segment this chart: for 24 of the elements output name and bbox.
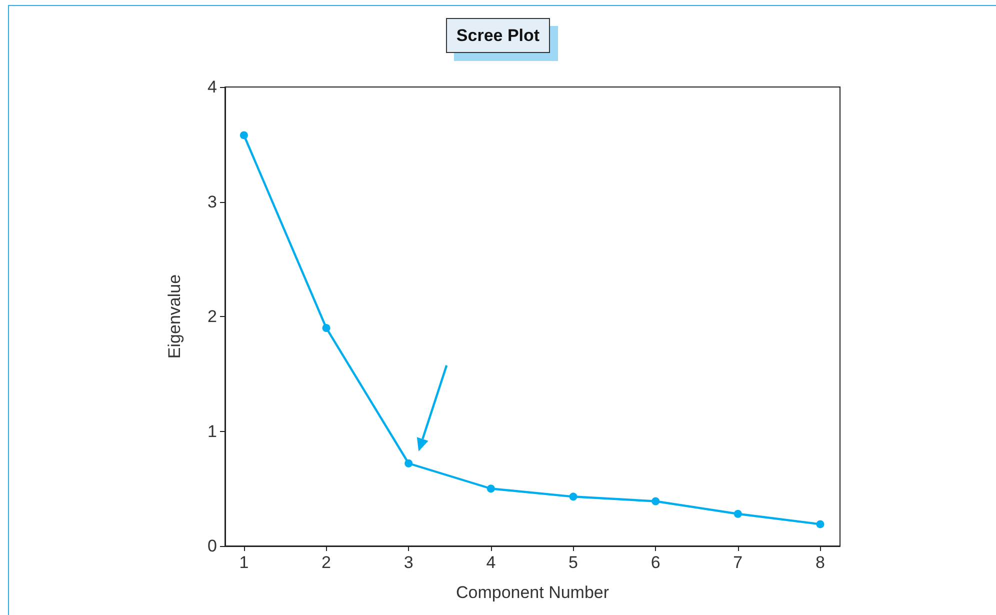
point <box>569 492 578 501</box>
point <box>816 520 824 528</box>
point <box>734 510 742 518</box>
chart-title: Scree Plot <box>456 26 540 45</box>
y-axis-title: Eigenvalue <box>165 274 184 359</box>
y-tick-label: 3 <box>208 192 217 212</box>
point <box>404 459 413 468</box>
y-tick-label: 1 <box>208 422 217 441</box>
x-tick-label: 2 <box>322 553 331 572</box>
y-tick-label: 0 <box>208 536 217 556</box>
point <box>652 497 660 506</box>
y-tick-label: 2 <box>208 307 217 326</box>
x-tick-label: 6 <box>650 553 660 572</box>
point <box>240 131 248 140</box>
y-tick-label: 4 <box>208 78 217 96</box>
x-axis-title: Component Number <box>456 583 610 602</box>
point <box>322 324 330 332</box>
x-tick-label: 8 <box>816 553 825 572</box>
x-tick-label: 7 <box>733 553 743 572</box>
point <box>486 484 495 493</box>
x-tick-label: 3 <box>404 553 414 572</box>
x-tick-label: 4 <box>486 553 496 572</box>
x-tick-label: 5 <box>568 553 578 572</box>
x-tick-label: 1 <box>239 553 249 572</box>
